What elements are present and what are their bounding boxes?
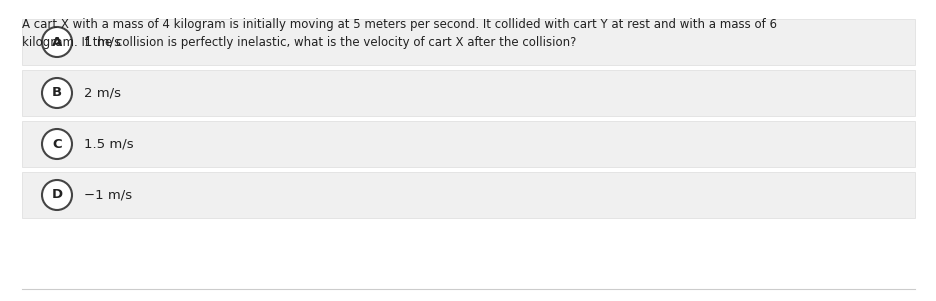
Ellipse shape <box>42 180 72 210</box>
FancyBboxPatch shape <box>22 70 914 116</box>
Text: B: B <box>51 86 62 100</box>
Text: 1.5 m/s: 1.5 m/s <box>84 138 134 150</box>
FancyBboxPatch shape <box>22 19 914 65</box>
Ellipse shape <box>42 78 72 108</box>
Ellipse shape <box>42 27 72 57</box>
FancyBboxPatch shape <box>22 121 914 167</box>
Ellipse shape <box>42 129 72 159</box>
Text: C: C <box>52 138 62 150</box>
Text: A: A <box>51 36 62 48</box>
Text: A cart X with a mass of 4 kilogram is initially moving at 5 meters per second. I: A cart X with a mass of 4 kilogram is in… <box>22 18 776 31</box>
Text: −1 m/s: −1 m/s <box>84 188 132 201</box>
Text: 2 m/s: 2 m/s <box>84 86 121 100</box>
FancyBboxPatch shape <box>22 172 914 218</box>
Text: kilogram. If the collision is perfectly inelastic, what is the velocity of cart : kilogram. If the collision is perfectly … <box>22 36 576 49</box>
Text: D: D <box>51 188 63 201</box>
Text: 1 m/s: 1 m/s <box>84 36 121 48</box>
